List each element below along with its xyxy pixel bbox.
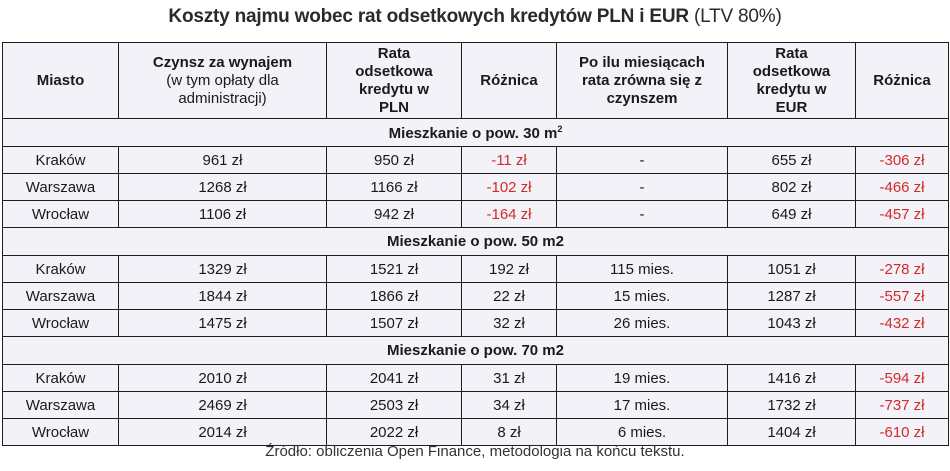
cell-rate-eur: 802 zł	[727, 173, 856, 201]
cell-diff-eur: -457 zł	[855, 200, 949, 228]
cell-rate-eur: 1043 zł	[727, 309, 856, 337]
cell-diff-pln: 32 zł	[461, 309, 557, 337]
cell-rent: 1268 zł	[118, 173, 327, 201]
cell-diff-pln: 192 zł	[461, 255, 557, 283]
section-row: Mieszkanie o pow. 50 m2	[2, 227, 949, 256]
cell-diff-eur: -610 zł	[855, 418, 949, 446]
cell-city: Wrocław	[2, 309, 119, 337]
section-label-text: Mieszkanie o pow. 50 m2	[386, 233, 564, 250]
cell-months: -	[556, 200, 728, 228]
table-row: Wrocław 1475 zł 1507 zł 32 zł 26 mies. 1043 z…	[2, 309, 949, 337]
table-title: Koszty najmu wobec rat odsetkowych kredy…	[0, 6, 950, 28]
table-row: Kraków 961 zł 950 zł -11 zł -655 zł -306 zł	[2, 146, 949, 174]
cell-city: Kraków	[2, 255, 119, 283]
cell-months: -	[556, 146, 728, 174]
cell-months: -	[556, 173, 728, 201]
cell-rate-eur: 1732 zł	[727, 391, 856, 419]
cell-months: 115 mies.	[556, 255, 728, 283]
header-diff-eur: Różnica	[855, 42, 949, 119]
cell-months: 6 mies.	[556, 418, 728, 446]
table-row: Wrocław 2014 zł 2022 zł 8 zł 6 mies. 1404 zł -…	[2, 418, 949, 446]
section-label: Mieszkanie o pow. 70 m2	[2, 336, 949, 365]
cell-city: Wrocław	[2, 200, 119, 228]
cell-diff-eur: -432 zł	[855, 309, 949, 337]
cell-diff-eur: -557 zł	[855, 282, 949, 310]
table-body: Mieszkanie o pow. 30 m2 Kraków 961 zł 950 z…	[2, 118, 949, 446]
cell-city: Warszawa	[2, 282, 119, 310]
cell-rate-pln: 1866 zł	[326, 282, 462, 310]
cell-city: Warszawa	[2, 173, 119, 201]
cell-diff-pln: 31 zł	[461, 364, 557, 392]
table-row: Warszawa 2469 zł 2503 zł 34 zł 17 mies. 1732 …	[2, 391, 949, 419]
cell-diff-eur: -594 zł	[855, 364, 949, 392]
cell-city: Kraków	[2, 364, 119, 392]
header-rate-pln: Rata odsetkowa kredytu w PLN	[326, 42, 462, 119]
cell-rate-pln: 1507 zł	[326, 309, 462, 337]
cell-city: Warszawa	[2, 391, 119, 419]
table-row: Kraków 2010 zł 2041 zł 31 zł 19 mies. 1416 zł…	[2, 364, 949, 392]
cell-rate-eur: 649 zł	[727, 200, 856, 228]
header-rent-sub: (w tym opłaty dla administracji)	[166, 71, 279, 107]
header-diff-pln: Różnica	[461, 42, 557, 119]
section-label: Mieszkanie o pow. 30 m2	[2, 118, 949, 147]
cell-diff-pln: 22 zł	[461, 282, 557, 310]
header-rent-main: Czynsz za wynajem	[152, 53, 293, 71]
section-label-text: Mieszkanie o pow. 70 m2	[386, 342, 564, 359]
cell-rent: 1475 zł	[118, 309, 327, 337]
header-row: Miasto Czynsz za wynajem (w tym opłaty d…	[2, 42, 949, 119]
cell-city: Kraków	[2, 146, 119, 174]
header-rent: Czynsz za wynajem (w tym opłaty dla admi…	[118, 42, 327, 119]
cell-rent: 2469 zł	[118, 391, 327, 419]
cost-comparison-table: Miasto Czynsz za wynajem (w tym opłaty d…	[2, 42, 949, 446]
header-rate-eur: Rata odsetkowa kredytu w EUR	[727, 42, 856, 119]
cell-diff-pln: -102 zł	[461, 173, 557, 201]
source-note: Źródło: obliczenia Open Finance, metodol…	[265, 443, 685, 460]
cell-diff-eur: -306 zł	[855, 146, 949, 174]
cell-months: 17 mies.	[556, 391, 728, 419]
cell-diff-pln: 8 zł	[461, 418, 557, 446]
table-row: Wrocław 1106 zł 942 zł -164 zł -649 zł -457 z…	[2, 200, 949, 228]
cell-rate-eur: 655 zł	[727, 146, 856, 174]
cell-rate-pln: 1521 zł	[326, 255, 462, 283]
cell-rate-eur: 1287 zł	[727, 282, 856, 310]
section-label-text: Mieszkanie o pow. 30 m	[388, 124, 558, 142]
cell-rate-pln: 2503 zł	[326, 391, 462, 419]
cell-diff-eur: -466 zł	[855, 173, 949, 201]
section-label: Mieszkanie o pow. 50 m2	[2, 227, 949, 256]
cell-diff-eur: -278 zł	[855, 255, 949, 283]
cell-diff-pln: 34 zł	[461, 391, 557, 419]
cell-rate-pln: 942 zł	[326, 200, 462, 228]
cell-diff-pln: -164 zł	[461, 200, 557, 228]
cell-rate-pln: 1166 zł	[326, 173, 462, 201]
cell-rate-eur: 1404 zł	[727, 418, 856, 446]
cell-city: Wrocław	[2, 418, 119, 446]
cell-rate-pln: 2041 zł	[326, 364, 462, 392]
cell-rate-pln: 2022 zł	[326, 418, 462, 446]
cell-months: 19 mies.	[556, 364, 728, 392]
cell-rate-eur: 1416 zł	[727, 364, 856, 392]
title-bold: Koszty najmu wobec rat odsetkowych kredy…	[168, 6, 689, 27]
cell-rent: 2014 zł	[118, 418, 327, 446]
title-suffix: (LTV 80%)	[688, 6, 782, 27]
cell-rent: 961 zł	[118, 146, 327, 174]
header-months: Po ilu miesiącach rata zrówna się z czyn…	[556, 42, 728, 119]
table-row: Kraków 1329 zł 1521 zł 192 zł 115 mies. 1051 …	[2, 255, 949, 283]
cell-rent: 2010 zł	[118, 364, 327, 392]
section-row: Mieszkanie o pow. 30 m2	[2, 118, 949, 147]
table-row: Warszawa 1268 zł 1166 zł -102 zł -802 zł -466…	[2, 173, 949, 201]
section-label-superscript: 2	[557, 123, 563, 134]
cell-rate-pln: 950 zł	[326, 146, 462, 174]
cell-rent: 1106 zł	[118, 200, 327, 228]
cell-months: 15 mies.	[556, 282, 728, 310]
cell-rent: 1844 zł	[118, 282, 327, 310]
cell-months: 26 mies.	[556, 309, 728, 337]
cell-rate-eur: 1051 zł	[727, 255, 856, 283]
cell-rent: 1329 zł	[118, 255, 327, 283]
cell-diff-pln: -11 zł	[461, 146, 557, 174]
header-city: Miasto	[2, 42, 119, 119]
cell-diff-eur: -737 zł	[855, 391, 949, 419]
table-row: Warszawa 1844 zł 1866 zł 22 zł 15 mies. 1287 …	[2, 282, 949, 310]
section-row: Mieszkanie o pow. 70 m2	[2, 336, 949, 365]
